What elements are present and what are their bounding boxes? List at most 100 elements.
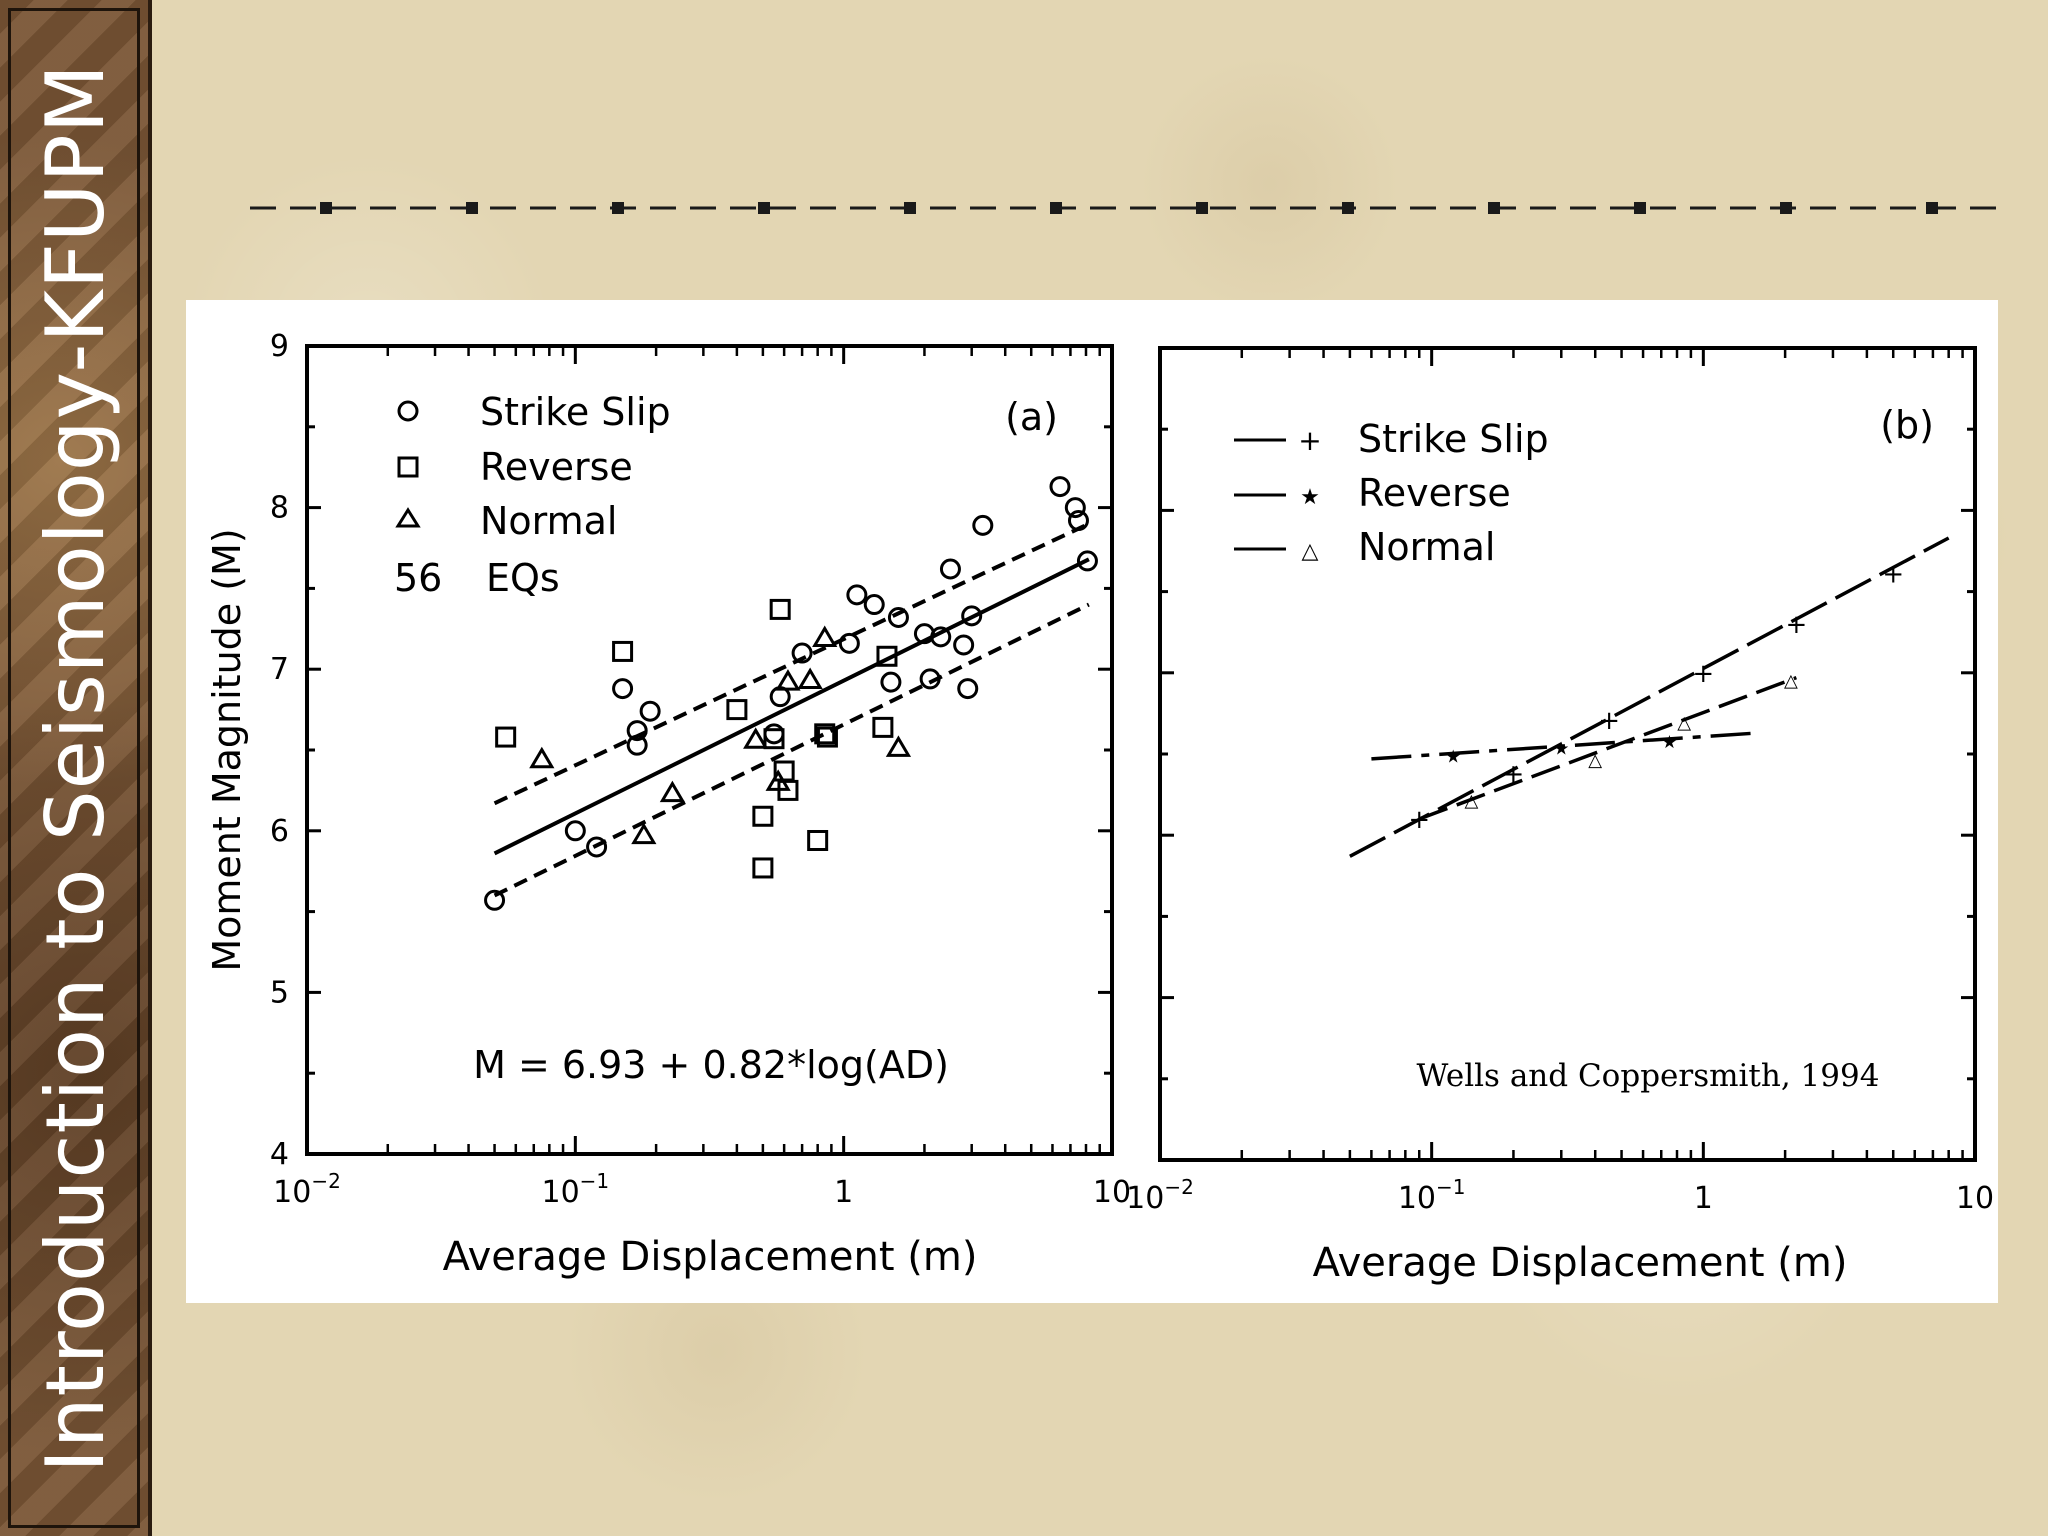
marker-plus-icon: + bbox=[1598, 706, 1620, 736]
y-tick-label: 7 bbox=[270, 652, 289, 687]
point-strike-slip bbox=[838, 632, 860, 654]
regression-line-reverse bbox=[1371, 731, 1759, 761]
legend-square-icon bbox=[397, 456, 419, 478]
x-tick-exponent: −1 bbox=[580, 1169, 609, 1193]
divider-square-icon bbox=[758, 202, 770, 214]
marker-triangle-icon: △ bbox=[1784, 670, 1798, 691]
legend-circle-icon bbox=[397, 400, 419, 422]
point-strike-slip bbox=[957, 678, 979, 700]
panel-label-b: (b) bbox=[1880, 403, 1934, 447]
panel-label-a: (a) bbox=[1005, 395, 1058, 439]
point-normal bbox=[631, 822, 657, 845]
x-tick-label-a: 10−1 bbox=[541, 1169, 609, 1210]
point-normal bbox=[529, 746, 555, 769]
point-strike-slip bbox=[961, 605, 983, 627]
point-strike-slip bbox=[919, 668, 941, 690]
legend-label-strike-slip-a: Strike Slip bbox=[480, 390, 671, 434]
divider-square-icon bbox=[1050, 202, 1062, 214]
point-reverse bbox=[814, 723, 836, 745]
y-tick-label: 4 bbox=[270, 1137, 289, 1172]
point-strike-slip bbox=[1067, 510, 1089, 532]
citation: Wells and Coppersmith, 1994 bbox=[1417, 1058, 1880, 1094]
marker-plus-icon: + bbox=[1692, 659, 1714, 689]
regression-equation: M = 6.93 + 0.82*log(AD) bbox=[473, 1043, 949, 1087]
legend-b: + Strike Slip ★ Reverse △ Normal bbox=[1234, 417, 1549, 569]
point-reverse bbox=[612, 640, 634, 662]
marker-plus-icon: + bbox=[1503, 759, 1525, 789]
point-reverse bbox=[495, 726, 517, 748]
x-tick-exponent: −2 bbox=[1164, 1175, 1193, 1199]
point-reverse bbox=[763, 728, 785, 750]
x-tick-label-b: 10−1 bbox=[1398, 1175, 1466, 1216]
point-strike-slip bbox=[846, 584, 868, 606]
marker-star-icon: ★ bbox=[1661, 732, 1677, 753]
point-strike-slip bbox=[880, 671, 902, 693]
y-tick-label: 5 bbox=[270, 975, 289, 1010]
point-strike-slip bbox=[564, 820, 586, 842]
legend-label-reverse-b: Reverse bbox=[1358, 471, 1511, 515]
point-strike-slip bbox=[939, 558, 961, 580]
point-normal bbox=[743, 727, 769, 749]
divider-square-icon bbox=[904, 202, 916, 214]
marker-star-icon: ★ bbox=[1445, 747, 1461, 768]
point-strike-slip bbox=[1076, 550, 1098, 572]
divider-square-icon bbox=[1342, 202, 1354, 214]
point-strike-slip bbox=[791, 642, 813, 664]
point-strike-slip bbox=[626, 720, 648, 742]
point-strike-slip bbox=[763, 723, 785, 745]
marker-triangle-icon: △ bbox=[1464, 790, 1478, 811]
point-strike-slip bbox=[887, 606, 909, 628]
y-tick-label: 6 bbox=[270, 814, 289, 849]
regression-line-strike-slip bbox=[1349, 536, 1950, 858]
marker-plus-icon: + bbox=[1882, 560, 1904, 590]
point-strike-slip bbox=[586, 836, 608, 858]
legend-triangle-icon-b: △ bbox=[1302, 539, 1319, 564]
decorative-divider bbox=[250, 202, 2000, 214]
point-normal bbox=[885, 735, 912, 757]
point-strike-slip bbox=[863, 594, 885, 616]
point-normal bbox=[659, 780, 686, 803]
y-tick-label: 8 bbox=[270, 491, 289, 526]
divider-square-icon bbox=[466, 202, 478, 214]
y-tick-label: 9 bbox=[270, 329, 289, 364]
x-tick-exponent: −1 bbox=[1436, 1175, 1465, 1199]
divider-square-icon bbox=[1926, 202, 1938, 214]
divider-square-icon bbox=[1196, 202, 1208, 214]
point-reverse bbox=[816, 726, 838, 748]
legend-label-normal-b: Normal bbox=[1358, 525, 1496, 569]
point-strike-slip bbox=[1049, 476, 1071, 498]
legend-triangle-icon bbox=[395, 507, 421, 528]
point-normal bbox=[812, 625, 838, 647]
count-unit: EQs bbox=[486, 556, 560, 600]
chart-panel-b: 10−2 10−1 1 10 ++++++★ ★ ★△△△△ (b) + Strike S… bbox=[1126, 346, 1994, 1286]
x-tick-label-b: 1 bbox=[1694, 1181, 1713, 1216]
marker-plus-icon: + bbox=[1408, 805, 1430, 835]
point-strike-slip bbox=[639, 700, 661, 722]
divider-square-icon bbox=[1634, 202, 1646, 214]
point-strike-slip bbox=[626, 734, 648, 756]
x-tick-label-b: 10−2 bbox=[1126, 1175, 1194, 1216]
legend-a: Strike Slip Reverse Normal 56 EQs bbox=[394, 390, 671, 600]
point-strike-slip bbox=[484, 889, 506, 911]
count-number: 56 bbox=[394, 556, 442, 600]
marker-star-icon: ★ bbox=[1553, 739, 1569, 760]
y-axis-label: Moment Magnitude (M) bbox=[205, 528, 249, 971]
point-reverse bbox=[807, 829, 829, 851]
divider-square-icon bbox=[320, 202, 332, 214]
point-normal bbox=[765, 769, 791, 791]
point-strike-slip bbox=[972, 514, 994, 536]
legend-label-normal-a: Normal bbox=[480, 499, 618, 543]
x-tick-label-a: 10 bbox=[1093, 1175, 1131, 1210]
point-reverse bbox=[876, 645, 898, 667]
plot-frame-a bbox=[305, 344, 1114, 1156]
point-normal bbox=[775, 669, 801, 691]
sidebar-title: Introduction to Seismology-KFUPM bbox=[29, 63, 122, 1473]
legend-plus-icon: + bbox=[1298, 424, 1321, 457]
sidebar-frame bbox=[8, 8, 140, 1528]
legend-label-strike-slip-b: Strike Slip bbox=[1358, 417, 1549, 461]
regression-line bbox=[493, 557, 1090, 856]
point-strike-slip bbox=[612, 678, 634, 700]
legend-star-icon: ★ bbox=[1300, 485, 1320, 510]
